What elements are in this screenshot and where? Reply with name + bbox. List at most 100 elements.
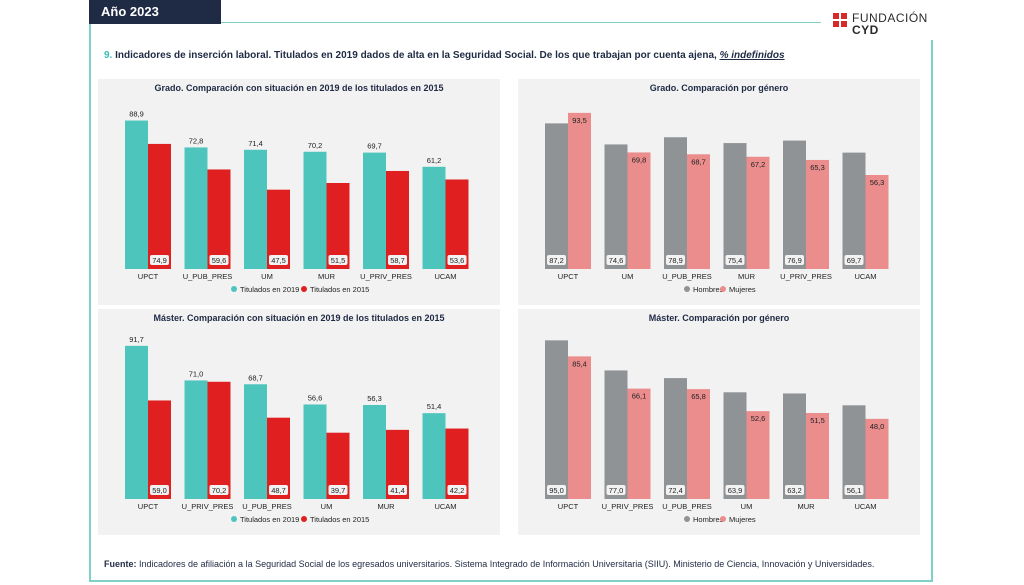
- chart-svg: Grado. Comparación por género 87,2 93,5 UPC…: [545, 83, 889, 294]
- data-label-box: [844, 485, 864, 495]
- bar-titulados-en-2015-u-pub-pres: [267, 417, 290, 499]
- chart-master-genero: Máster. Comparación por género 95,0 85,4 UP…: [518, 309, 920, 535]
- data-label-mujeres-um: 52,6: [751, 414, 766, 423]
- legend-marker-hombres: [684, 516, 690, 522]
- bar-mujeres-mur: [746, 156, 770, 269]
- data-label-mujeres-u-pub-pres: 68,7: [691, 157, 706, 166]
- bar-titulados-en-2015-u-pub-pres: [207, 169, 231, 269]
- bar-titulados-en-2019-um: [303, 404, 327, 499]
- data-label-hombres-um: 63,9: [728, 486, 743, 495]
- data-label-hombres-mur: 75,4: [728, 256, 743, 265]
- bar-titulados-en-2015-u-priv-pres: [386, 170, 409, 269]
- category-label-mur: MUR: [318, 272, 336, 281]
- source-note: Fuente: Indicadores de afiliación a la S…: [104, 559, 924, 569]
- category-label-u-pub-pres: U_PUB_PRES: [662, 502, 712, 511]
- category-label-mur: MUR: [738, 272, 756, 281]
- chart-svg: Máster. Comparación con situación en 201…: [125, 313, 469, 524]
- data-label-box: [447, 255, 467, 265]
- data-label-mujeres-mur: 51,5: [810, 416, 825, 425]
- data-label-titulados-en-2019-u-pub-pres: 68,7: [248, 373, 263, 382]
- legend-marker-titulados-en-2015: [301, 516, 307, 522]
- source-label: Fuente:: [104, 559, 137, 569]
- bar-hombres-u-pub-pres: [664, 378, 687, 499]
- bar-mujeres-um: [627, 152, 651, 269]
- data-label-titulados-en-2019-mur: 70,2: [308, 141, 323, 150]
- bar-mujeres-ucam: [865, 418, 889, 499]
- category-label-um: UM: [321, 502, 333, 511]
- category-label-u-priv-pres: U_PRIV_PRES: [182, 502, 234, 511]
- bar-hombres-um: [723, 392, 747, 499]
- bar-titulados-en-2019-upct: [125, 345, 148, 499]
- bar-mujeres-u-pub-pres: [687, 389, 710, 499]
- category-label-upct: UPCT: [558, 272, 579, 281]
- legend-marker-mujeres: [720, 516, 726, 522]
- chart-svg: Grado. Comparación con situación en 2019…: [125, 83, 469, 294]
- category-label-u-pub-pres: U_PUB_PRES: [242, 502, 292, 511]
- bar-titulados-en-2015-ucam: [445, 179, 469, 269]
- data-label-mujeres-ucam: 48,0: [870, 422, 885, 431]
- legend-label-mujeres: Mujeres: [729, 285, 756, 294]
- bar-hombres-u-pub-pres: [664, 137, 687, 269]
- data-label-box: [328, 255, 348, 265]
- bar-hombres-u-priv-pres: [604, 370, 628, 499]
- data-label-titulados-en-2019-ucam: 61,2: [427, 156, 442, 165]
- data-label-hombres-mur: 63,2: [787, 486, 802, 495]
- data-label-titulados-en-2015-u-priv-pres: 58,7: [390, 256, 405, 265]
- frame-border-left: [89, 24, 91, 582]
- chart-title: Grado. Comparación con situación en 2019…: [154, 83, 443, 93]
- data-label-titulados-en-2015-um: 47,5: [271, 256, 286, 265]
- bar-mujeres-u-priv-pres: [627, 388, 651, 499]
- legend-marker-hombres: [684, 286, 690, 292]
- bar-titulados-en-2015-mur: [386, 429, 409, 499]
- data-label-mujeres-upct: 93,5: [572, 116, 587, 125]
- legend-label-titulados-en-2019: Titulados en 2019: [240, 515, 299, 524]
- category-label-u-pub-pres: U_PUB_PRES: [662, 272, 712, 281]
- category-label-u-priv-pres: U_PRIV_PRES: [360, 272, 412, 281]
- legend-label-mujeres: Mujeres: [729, 515, 756, 524]
- source-text: Indicadores de afiliación a la Seguridad…: [136, 559, 875, 569]
- data-label-mujeres-u-priv-pres: 65,3: [810, 163, 825, 172]
- data-label-titulados-en-2019-ucam: 51,4: [427, 402, 442, 411]
- legend-marker-mujeres: [720, 286, 726, 292]
- data-label-titulados-en-2019-u-pub-pres: 72,8: [189, 136, 204, 145]
- data-label-titulados-en-2015-ucam: 42,2: [450, 486, 465, 495]
- category-label-u-priv-pres: U_PRIV_PRES: [602, 502, 654, 511]
- heading-number: 9.: [104, 50, 113, 61]
- data-label-mujeres-ucam: 56,3: [870, 178, 885, 187]
- bar-mujeres-ucam: [865, 174, 889, 269]
- bar-mujeres-u-pub-pres: [687, 154, 710, 269]
- data-label-box: [725, 485, 745, 495]
- legend-label-titulados-en-2015: Titulados en 2015: [310, 285, 369, 294]
- data-label-titulados-en-2015-um: 39,7: [331, 486, 346, 495]
- bar-titulados-en-2015-um: [267, 189, 290, 269]
- bar-mujeres-u-priv-pres: [806, 159, 829, 269]
- data-label-titulados-en-2015-mur: 51,5: [331, 256, 346, 265]
- frame-border-right: [931, 40, 933, 582]
- frame-border-bottom: [89, 580, 933, 582]
- category-label-u-pub-pres: U_PUB_PRES: [183, 272, 233, 281]
- data-label-box: [209, 255, 229, 265]
- data-label-box: [547, 255, 566, 265]
- data-label-hombres-ucam: 69,7: [847, 256, 862, 265]
- data-label-box: [447, 485, 467, 495]
- category-label-ucam: UCAM: [434, 502, 456, 511]
- data-label-box: [666, 255, 685, 265]
- data-label-box: [606, 255, 626, 265]
- data-label-titulados-en-2015-u-pub-pres: 48,7: [271, 486, 286, 495]
- chart-title: Máster. Comparación por género: [649, 313, 790, 323]
- data-label-titulados-en-2015-u-pub-pres: 59,6: [212, 256, 227, 265]
- data-label-titulados-en-2015-u-priv-pres: 70,2: [212, 486, 227, 495]
- legend-marker-titulados-en-2015: [301, 286, 307, 292]
- bar-hombres-mur: [723, 143, 747, 269]
- bar-titulados-en-2019-u-pub-pres: [244, 384, 267, 499]
- logo-text-fundacion: FUNDACIÓN: [852, 11, 928, 25]
- bar-titulados-en-2019-u-pub-pres: [184, 147, 208, 269]
- data-label-box: [269, 255, 288, 265]
- data-label-hombres-ucam: 56,1: [847, 486, 862, 495]
- data-label-box: [388, 485, 407, 495]
- logo-squares-icon: [833, 13, 847, 27]
- bar-mujeres-mur: [806, 412, 829, 499]
- data-label-box: [547, 485, 566, 495]
- data-label-mujeres-u-priv-pres: 66,1: [632, 392, 647, 401]
- chart-master-comparacion: Máster. Comparación con situación en 201…: [98, 309, 500, 535]
